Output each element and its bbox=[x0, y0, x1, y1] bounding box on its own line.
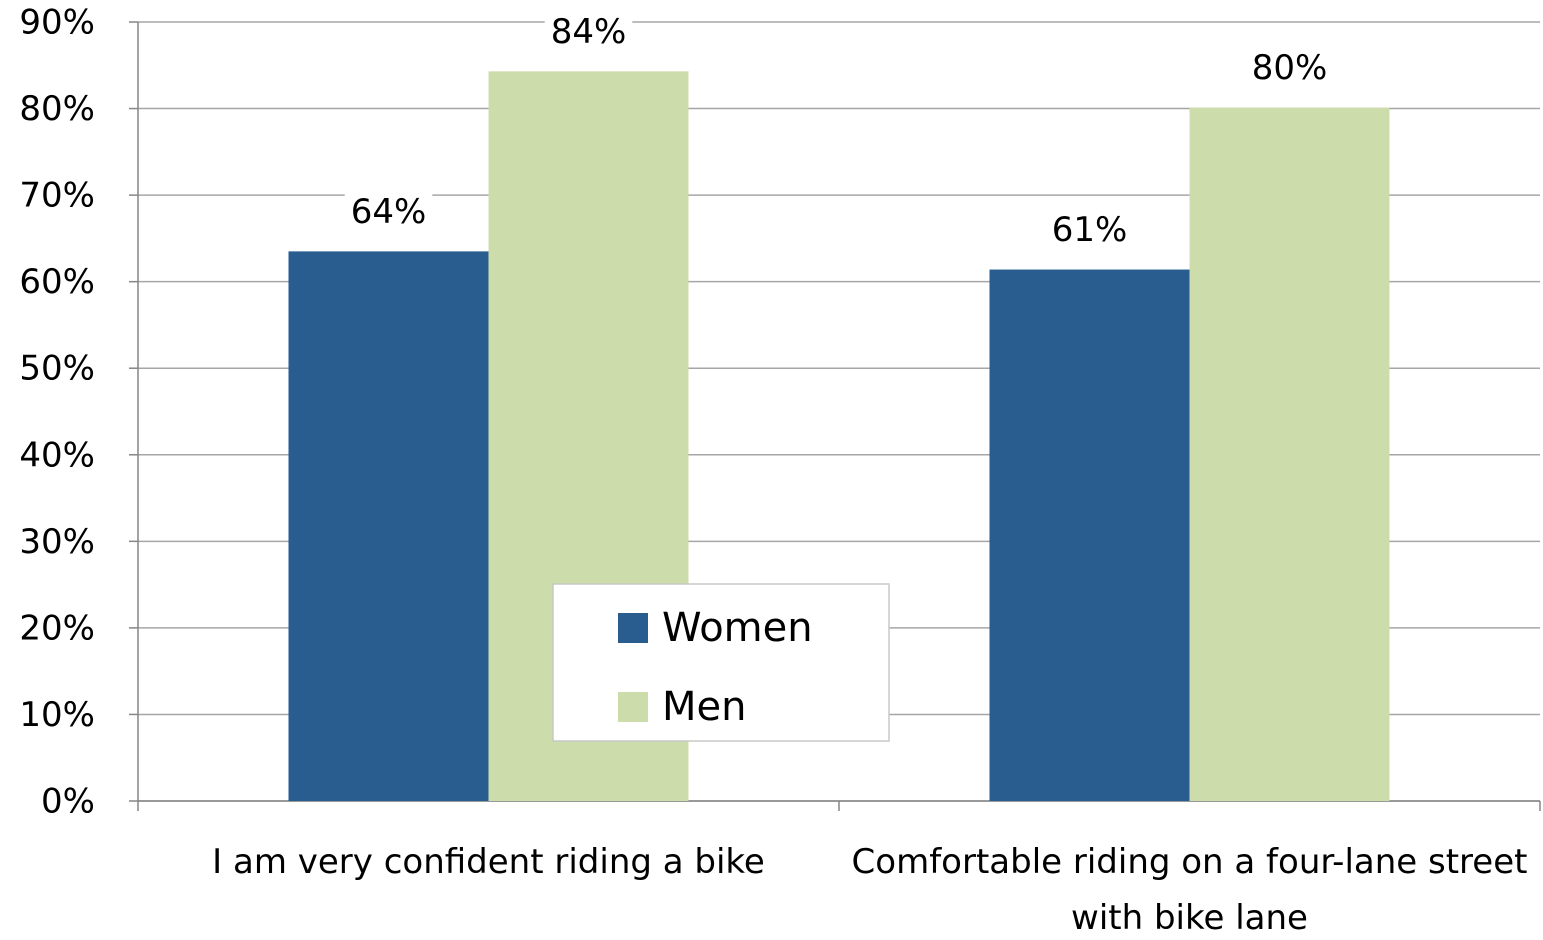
legend-label: Men bbox=[662, 684, 746, 730]
y-tick-label: 20% bbox=[19, 608, 95, 648]
data-label: 84% bbox=[551, 12, 627, 52]
data-label-bg bbox=[1045, 210, 1134, 251]
legend-swatch bbox=[618, 692, 648, 722]
y-tick-label: 0% bbox=[41, 782, 95, 822]
y-tick-label: 10% bbox=[19, 695, 95, 735]
bar bbox=[989, 269, 1190, 801]
bar bbox=[288, 251, 489, 802]
bar bbox=[1189, 107, 1390, 801]
legend-label: Women bbox=[662, 605, 813, 651]
data-label: 80% bbox=[1252, 48, 1328, 88]
y-tick-label: 40% bbox=[19, 435, 95, 475]
y-tick-label: 90% bbox=[19, 3, 95, 43]
y-tick-label: 60% bbox=[19, 262, 95, 302]
y-tick-label: 50% bbox=[19, 349, 95, 389]
legend-box bbox=[552, 583, 890, 742]
y-tick-label: 80% bbox=[19, 89, 95, 129]
legend-swatch bbox=[618, 613, 648, 643]
x-tick-label: I am very confident riding a bike bbox=[212, 842, 765, 882]
y-tick-label: 70% bbox=[19, 176, 95, 216]
data-label-bg bbox=[544, 11, 633, 52]
data-label-bg bbox=[1245, 48, 1334, 89]
y-tick-label: 30% bbox=[19, 522, 95, 562]
data-label: 64% bbox=[351, 192, 427, 232]
data-label: 61% bbox=[1052, 210, 1128, 250]
data-label-bg bbox=[344, 191, 433, 232]
x-tick-label: Comfortable riding on a four-lane street… bbox=[851, 842, 1528, 938]
